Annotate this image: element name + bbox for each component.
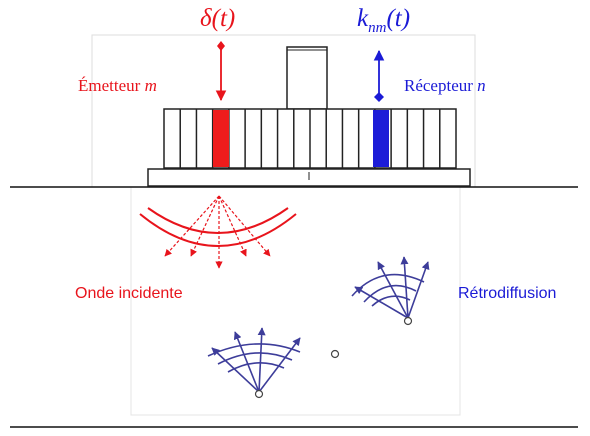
- emetteur-label: Émetteur m: [78, 77, 157, 94]
- incident-ray-left: [164, 195, 220, 257]
- scatterer-3: [254, 389, 264, 399]
- delta-label: δ(t): [200, 5, 236, 32]
- scatterer-2: [330, 349, 340, 359]
- recepteur-text: Récepteur: [404, 76, 478, 95]
- emetteur-var: m: [144, 76, 157, 95]
- emetteur-text: Émetteur: [78, 76, 145, 95]
- backscatter-group-1: [351, 256, 430, 319]
- scatterer-1: [403, 316, 413, 326]
- knm-label: knm(t): [357, 6, 410, 36]
- recepteur-label: Récepteur n: [404, 77, 486, 94]
- incident-ray-midleft: [190, 195, 220, 257]
- receiver-element: [373, 110, 389, 167]
- receiver-diamond: [374, 92, 384, 102]
- knm-base: k: [357, 5, 369, 32]
- incident-ray-right: [218, 195, 271, 257]
- backscatter-group-3: [207, 327, 301, 393]
- retrodiffusion-label: Rétrodiffusion: [458, 285, 557, 302]
- onde-incidente-label: Onde incidente: [75, 285, 183, 302]
- incident-wave-arc-outer: [139, 213, 297, 247]
- emitter-diamond: [217, 41, 225, 51]
- incident-ray-midright: [218, 195, 247, 257]
- recepteur-var: n: [477, 76, 486, 95]
- knm-arg: (t): [386, 5, 411, 32]
- knm-sub: nm: [368, 20, 387, 36]
- incident-wave-arc-inner: [147, 207, 289, 234]
- probe-connector: [286, 46, 328, 110]
- emitter-element: [213, 110, 229, 167]
